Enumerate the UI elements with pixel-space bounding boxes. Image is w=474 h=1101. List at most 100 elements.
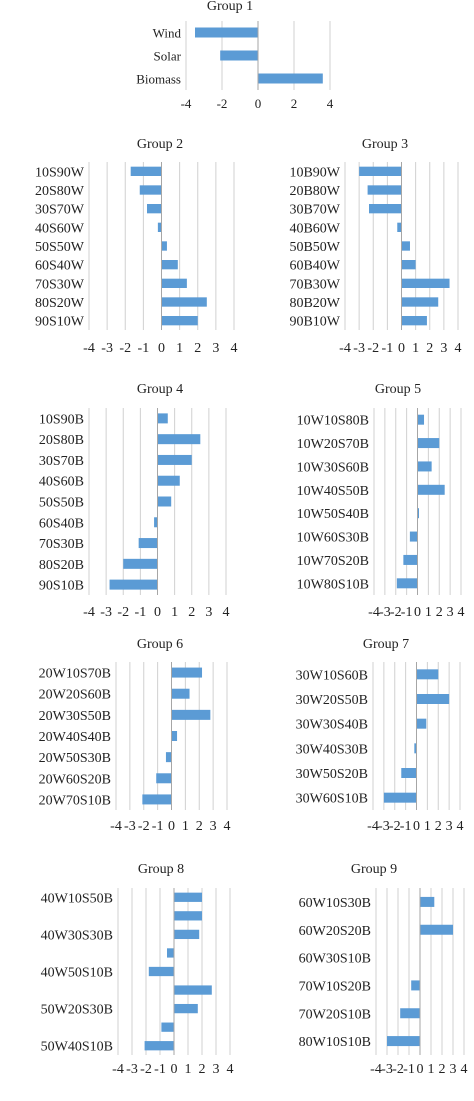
bar [171,709,211,720]
tick-label: -1 [403,1062,415,1077]
bar [142,794,172,805]
tick-label: -3 [126,1062,138,1077]
category-label: 40W10S50B [41,891,113,906]
tick-label: -1 [152,819,164,834]
bar [417,461,432,472]
bar [396,578,418,589]
bar [220,50,258,61]
category-label: 20W10S70B [39,667,111,682]
tick-label: 1 [412,341,419,356]
category-label: 60B40W [289,259,340,274]
bar [414,743,417,754]
tick-label: 2 [439,1062,446,1077]
tick-label: 4 [458,605,465,620]
tick-label: -2 [119,341,131,356]
bar [171,731,178,741]
bar [417,438,440,449]
category-label: 60W10S30B [299,896,371,911]
chart-panel-4: Group 4 10S90B 20S80B 30S70B 40S60B 50S50B 60S… [39,382,230,620]
chart-panel-6: Group 6 20W10S70B 20W20S60B 20W30S50B 20W40S… [39,637,231,834]
tick-label: -2 [117,605,129,620]
category-label: 30B70W [289,203,340,218]
category-label: 10W10S80B [297,414,369,429]
tick-label: 1 [185,1062,192,1077]
category-label: 30S70W [35,203,85,218]
bar [397,222,402,232]
category-label: 80B20W [289,296,340,311]
chart-panel-8: Group 8 40W10S50B 40W30S30B 40W50S10B 50W20S… [41,862,234,1077]
bar [401,297,439,307]
tick-label: -4 [370,1062,382,1077]
category-label: 10B90W [289,165,340,180]
tick-label: -4 [181,96,192,111]
category-label: 80W10S10B [299,1035,371,1050]
bar [174,892,202,902]
chart-title: Group 2 [137,137,183,152]
category-label: 70S30W [35,277,85,292]
chart-title: Group 4 [137,382,183,397]
category-label: 20W20S60B [39,688,111,703]
category-label: 90S10W [35,315,85,330]
chart-title: Group 6 [137,637,183,652]
category-label: Biomass [136,72,181,87]
tick-label: 0 [158,341,165,356]
tick-label: 3 [450,1062,457,1077]
bar [387,1036,420,1047]
tick-label: 0 [417,1062,424,1077]
bar [157,454,192,465]
chart-title: Group 5 [375,382,421,397]
category-label: 30W50S20B [296,767,368,782]
category-label: 20W40S40B [39,730,111,745]
tick-label: 4 [231,341,238,356]
tick-label: -1 [154,1062,166,1077]
tick-label: 2 [291,96,298,111]
tick-label: 2 [196,819,203,834]
bar [144,1041,174,1051]
tick-label: 0 [168,819,175,834]
tick-label: 1 [171,605,178,620]
tick-label: 3 [205,605,212,620]
category-label: 40S60B [39,475,84,490]
tick-label: -2 [217,96,228,111]
bar [174,1003,198,1014]
tick-label: 1 [428,1062,435,1077]
tick-label: -4 [368,605,380,620]
chart-panel-3: Group 3 10B90W 20B80W 30B70W 40B60W 50B50W 60B… [289,137,461,356]
category-label: 10W60S30B [297,531,369,546]
chart-panel-7: Group 7 30W10S60B 30W20S50B 30W30S40B 30W40S… [296,637,464,834]
bar [400,1008,420,1019]
chart-title: Group 9 [351,862,397,877]
chart-title: Group 7 [363,637,409,652]
tick-label: -3 [378,819,390,834]
tick-label: 2 [188,605,195,620]
category-label: 70W10S20B [299,979,371,994]
chart-title: Group 8 [138,862,184,877]
bar [416,694,450,704]
bar [174,929,200,940]
bar [401,260,416,270]
category-label: 30W30S40B [296,718,368,733]
category-label: Wind [153,26,182,41]
tick-label: 0 [398,341,405,356]
category-label: 20S80B [39,433,84,448]
tick-label: -1 [138,341,150,356]
tick-label: 2 [435,819,442,834]
tick-label: 1 [425,605,432,620]
tick-label: 0 [414,605,421,620]
tick-label: 3 [447,605,454,620]
tick-label: -4 [339,341,351,356]
bar [157,496,172,507]
bar [161,1022,174,1032]
category-label: 70S30B [39,537,84,552]
category-label: 10W70S20B [297,554,369,569]
category-label: 60S40B [39,516,84,531]
category-label: 10S90B [39,412,84,427]
tick-label: 3 [440,341,447,356]
bar [161,260,178,270]
chart-panel-5: Group 5 10W10S80B 10W20S70B 10W30S60B 10W40S… [297,382,465,620]
category-label: 20S80W [35,184,85,199]
category-label: 50B50W [289,240,340,255]
tick-label: 0 [171,1062,178,1077]
bar [401,768,417,778]
